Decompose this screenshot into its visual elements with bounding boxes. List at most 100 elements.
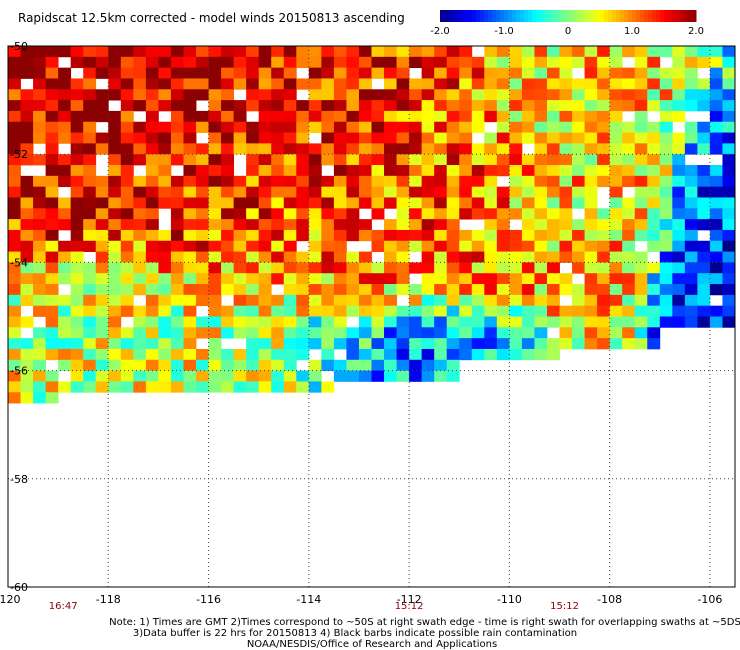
heatmap-cell — [58, 359, 72, 371]
heatmap-cell — [133, 121, 147, 133]
heatmap-cell — [308, 316, 322, 328]
heatmap-cell — [358, 110, 372, 123]
colorbar-segment — [492, 10, 497, 22]
heatmap-cell — [559, 132, 573, 144]
heatmap-cell — [321, 240, 335, 252]
heatmap-cell — [709, 100, 723, 112]
heatmap-cell — [8, 154, 21, 166]
heatmap-cell — [321, 348, 335, 361]
heatmap-cell — [170, 67, 184, 79]
heatmap-cell — [534, 316, 548, 328]
heatmap-cell — [396, 251, 410, 263]
heatmap-cell — [396, 56, 410, 69]
heatmap-cell — [246, 359, 260, 371]
heatmap-cell — [622, 262, 636, 274]
heatmap-cell — [358, 143, 372, 155]
heatmap-cell — [296, 273, 310, 285]
colorbar-segment — [692, 10, 697, 22]
heatmap-cell — [496, 273, 510, 285]
heatmap-cell — [697, 208, 711, 220]
heatmap-cell — [709, 132, 723, 144]
time-label: 16:47 — [49, 601, 78, 612]
colorbar-segment — [556, 10, 561, 22]
heatmap-cell — [697, 78, 711, 90]
heatmap-cell — [346, 338, 360, 350]
heatmap-cell — [45, 348, 59, 361]
heatmap-cell — [371, 197, 385, 209]
heatmap-cell — [308, 251, 322, 263]
heatmap-cell — [183, 154, 197, 166]
y-tick-label: -56 — [10, 365, 28, 378]
heatmap-cell — [83, 370, 97, 382]
heatmap-cell — [170, 381, 184, 393]
heatmap-cell — [597, 67, 611, 79]
heatmap-cell — [609, 89, 623, 101]
x-tick-labels: -120-118-116-114-112-110-108-106 — [0, 593, 722, 606]
heatmap-cell — [722, 186, 736, 198]
heatmap-cell — [308, 273, 322, 285]
heatmap-cell — [133, 305, 147, 317]
heatmap-cell — [271, 273, 285, 285]
heatmap-cell — [509, 89, 523, 101]
heatmap-cell — [722, 100, 736, 112]
heatmap-cell — [659, 175, 673, 188]
heatmap-cell — [446, 110, 460, 123]
heatmap-cell — [208, 348, 222, 361]
heatmap-cell — [697, 284, 711, 296]
heatmap-cell — [509, 175, 523, 188]
heatmap-cell — [446, 262, 460, 274]
heatmap-cell — [471, 175, 485, 188]
heatmap-cell — [233, 305, 247, 317]
heatmap-cell — [559, 143, 573, 155]
heatmap-cell — [70, 240, 84, 252]
heatmap-cell — [20, 186, 34, 198]
heatmap-cell — [170, 240, 184, 252]
heatmap-cell — [296, 78, 310, 90]
heatmap-cell — [246, 56, 260, 69]
heatmap-cell — [709, 56, 723, 69]
heatmap-cell — [145, 316, 159, 328]
heatmap-cell — [246, 132, 260, 144]
heatmap-cell — [108, 370, 122, 382]
heatmap-cell — [308, 165, 322, 177]
heatmap-cell — [421, 316, 435, 328]
heatmap-cell — [546, 251, 560, 263]
heatmap-cell — [509, 262, 523, 274]
heatmap-cell — [446, 121, 460, 133]
heatmap-cell — [559, 165, 573, 177]
heatmap-cell — [70, 132, 84, 144]
heatmap-cell — [333, 46, 347, 58]
heatmap-cell — [333, 175, 347, 188]
heatmap-cell — [697, 100, 711, 112]
heatmap-cell — [283, 208, 297, 220]
heatmap-cell — [321, 89, 335, 101]
heatmap-cell — [70, 100, 84, 112]
heatmap-cell — [271, 208, 285, 220]
heatmap-cell — [597, 175, 611, 188]
heatmap-cell — [584, 284, 598, 296]
heatmap-cell — [572, 197, 585, 209]
heatmap-cell — [672, 316, 686, 328]
heatmap-cell — [145, 89, 159, 101]
heatmap-cell — [308, 89, 322, 101]
heatmap-cell — [183, 186, 197, 198]
heatmap-cell — [308, 262, 322, 274]
heatmap-cell — [108, 229, 122, 242]
colorbar-segment — [552, 10, 557, 22]
heatmap-cell — [258, 46, 272, 58]
heatmap-cell — [584, 251, 598, 263]
heatmap-cell — [521, 284, 535, 296]
heatmap-cell — [446, 219, 460, 231]
heatmap-cell — [258, 197, 272, 209]
heatmap-cell — [33, 305, 47, 317]
heatmap-cell — [634, 46, 648, 58]
heatmap-cell — [271, 316, 285, 328]
heatmap-cell — [308, 327, 322, 339]
heatmap-cell — [584, 262, 598, 274]
heatmap-cell — [258, 89, 272, 101]
heatmap-cell — [8, 359, 21, 371]
heatmap-cell — [609, 229, 623, 242]
heatmap-cell — [584, 305, 598, 317]
heatmap-cell — [33, 100, 47, 112]
heatmap-cell — [358, 67, 372, 79]
